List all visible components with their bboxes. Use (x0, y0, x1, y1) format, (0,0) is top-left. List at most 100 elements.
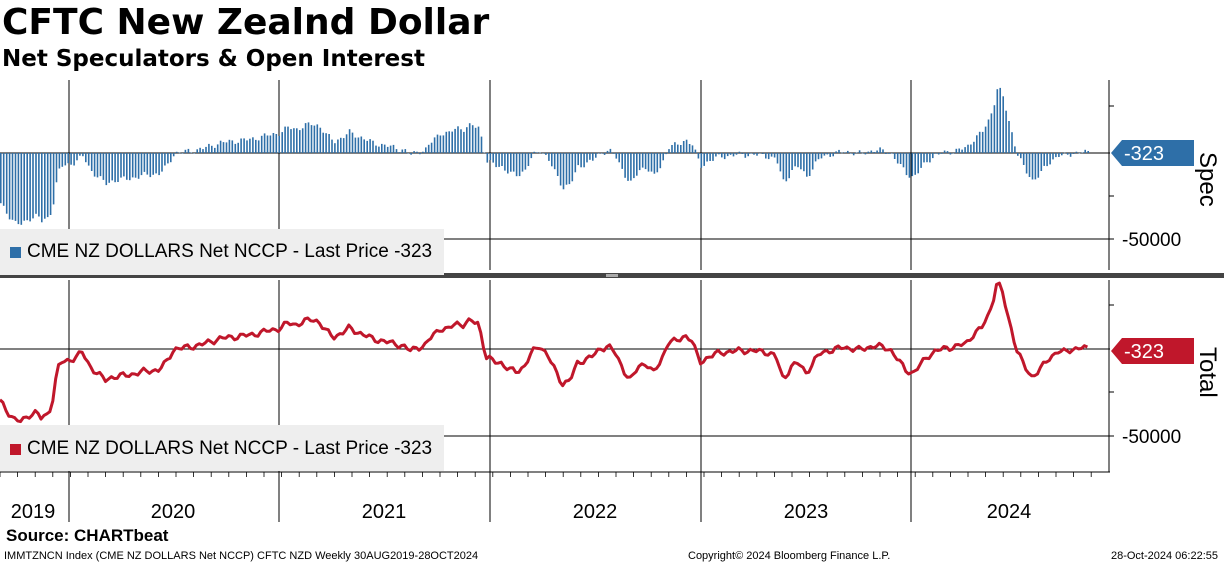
spec-bar (923, 153, 925, 163)
spec-bar (723, 153, 726, 160)
spec-bar (797, 153, 799, 168)
spec-bar (677, 144, 679, 153)
spec-bar (325, 133, 327, 153)
spec-bar (756, 153, 758, 156)
spec-bar (337, 139, 339, 153)
total-line (0, 281, 1088, 424)
chart-title: CFTC New Zealnd Dollar (2, 2, 490, 43)
spec-bar (1058, 153, 1060, 157)
spec-bar (363, 139, 365, 153)
spec-bar (460, 129, 462, 153)
spec-bar (741, 153, 744, 154)
spec-bar (181, 153, 184, 154)
spec-bar (700, 153, 703, 168)
spec-bar (348, 129, 351, 153)
spec-bar (1014, 146, 1016, 153)
spec-bar (1072, 153, 1075, 154)
spec-bar (911, 153, 914, 177)
year-label-2022: 2022 (573, 501, 618, 523)
spec-bar (735, 153, 738, 155)
spec-bar (425, 147, 427, 153)
spec-last-price-tag-text: -323 (1124, 143, 1164, 165)
spec-bar (759, 153, 761, 154)
spec-bar (430, 142, 433, 153)
spec-bar (656, 153, 659, 173)
spec-bar (161, 153, 163, 172)
spec-bar (609, 148, 612, 153)
spec-legend-swatch (10, 246, 21, 258)
spec-bar (383, 144, 386, 153)
spec-bar (466, 127, 468, 153)
spec-bar (873, 152, 875, 153)
spec-bar (190, 152, 193, 154)
spec-bar (284, 126, 286, 153)
spec-bar (773, 153, 776, 158)
spec-bar (85, 153, 87, 163)
spec-bar (480, 136, 483, 153)
spec-bar (512, 153, 515, 172)
spec-bar (688, 144, 691, 153)
total-panel-label: Total (1194, 347, 1221, 398)
spec-bar (73, 153, 75, 166)
spec-bar (489, 153, 492, 160)
spec-bar (1049, 153, 1051, 165)
spec-bar (976, 135, 978, 153)
spec-bar (5, 153, 8, 214)
spec-bar (996, 89, 999, 153)
spec-bar (885, 153, 887, 154)
spec-bar (58, 153, 61, 169)
spec-bar (219, 140, 222, 153)
spec-legend: CME NZ DOLLARS Net NCCP - Last Price -32… (10, 241, 432, 263)
spec-bar (817, 153, 820, 160)
spec-bar (606, 150, 609, 153)
spec-bar (914, 153, 916, 175)
spec-last-price-tag-shape (1111, 140, 1194, 166)
spec-bar (603, 153, 606, 155)
spec-bar (562, 153, 565, 190)
spec-bar (381, 143, 383, 153)
divider-grip (606, 274, 618, 277)
spec-bar (17, 153, 20, 225)
spec-bar (888, 153, 890, 154)
spec-bar (806, 153, 808, 177)
spec-bar (427, 144, 430, 153)
spec-bar (187, 148, 190, 153)
spec-bar (287, 126, 289, 153)
spec-bar (278, 135, 280, 153)
spec-bar (703, 153, 705, 166)
spec-bar (990, 113, 993, 153)
spec-bar (20, 153, 23, 225)
spec-bar (90, 153, 93, 171)
spec-bar (876, 150, 878, 153)
spec-bar (395, 149, 398, 153)
spec-bar (586, 153, 588, 163)
spec-bar (252, 137, 254, 153)
year-label-2024: 2024 (987, 501, 1032, 523)
total-legend: CME NZ DOLLARS Net NCCP - Last Price -32… (10, 438, 432, 460)
spec-bar (205, 146, 207, 153)
spec-bar (272, 133, 275, 153)
spec-bar (1008, 121, 1010, 153)
spec-bar (372, 140, 374, 153)
spec-bar (545, 153, 547, 155)
spec-legend-box: CME NZ DOLLARS Net NCCP - Last Price -32… (0, 229, 444, 275)
spec-bar (565, 153, 568, 185)
spec-bar (454, 128, 456, 153)
spec-bar (448, 131, 450, 153)
spec-bar (152, 153, 154, 175)
spec-bar (208, 143, 210, 153)
spec-bar (82, 153, 84, 157)
spec-bar (691, 145, 694, 153)
spec-bar (463, 131, 465, 153)
spec-bar (589, 153, 591, 160)
spec-bar (1087, 151, 1089, 153)
spec-bar (770, 153, 773, 157)
spec-bar (744, 153, 747, 158)
spec-bar (1066, 153, 1069, 155)
spec-bar (266, 135, 269, 153)
spec-bar (814, 153, 817, 162)
spec-bar (618, 153, 620, 163)
total-legend-box: CME NZ DOLLARS Net NCCP - Last Price -32… (0, 425, 444, 471)
spec-bar (401, 149, 404, 153)
spec-bar (79, 153, 81, 156)
